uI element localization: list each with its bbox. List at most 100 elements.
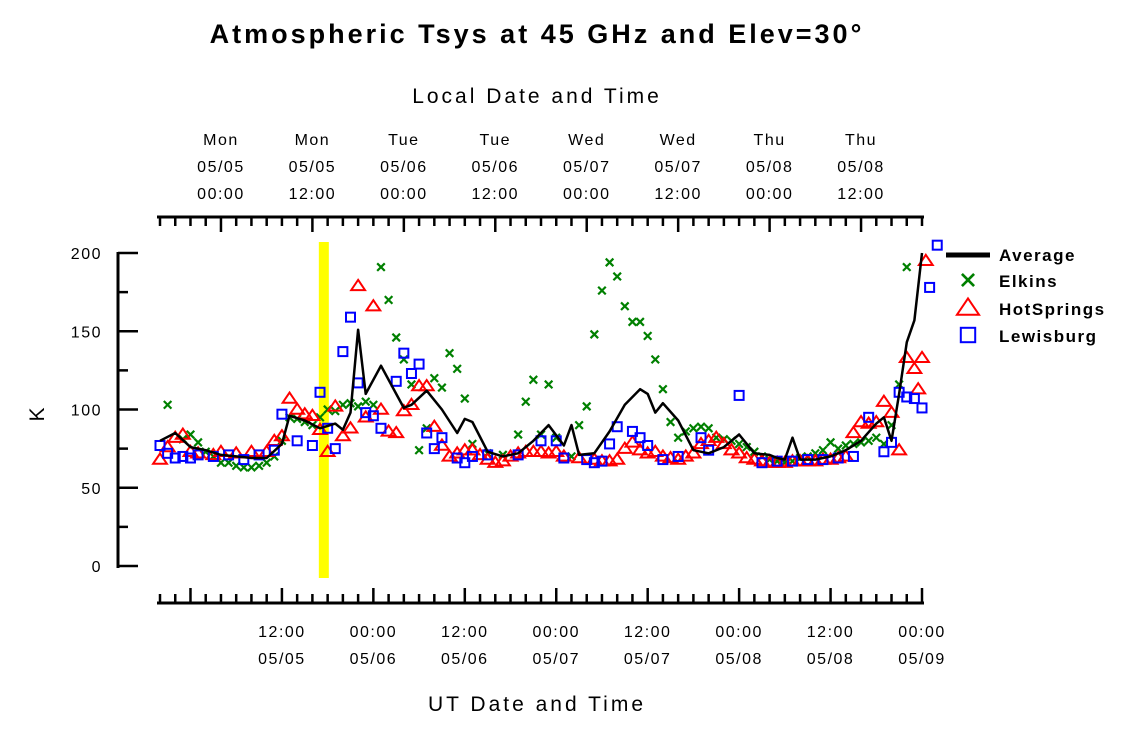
top-tick-label-day: Wed (568, 132, 605, 149)
bottom-tick-label-date: 05/07 (624, 651, 672, 668)
data-point-hotsprings (616, 440, 634, 454)
data-point-lewisburg (604, 438, 616, 450)
top-tick-label-time: 12:00 (837, 186, 885, 203)
data-point-elkins (528, 375, 538, 385)
data-point-elkins (620, 301, 630, 311)
data-point-hotsprings (326, 398, 345, 412)
data-point-elkins (384, 295, 394, 305)
data-point-lewisburg (268, 444, 280, 456)
series-line-average (159, 252, 924, 461)
data-point-elkins (688, 423, 698, 433)
data-point-lewisburg (634, 432, 646, 444)
data-point-lewisburg (672, 450, 684, 462)
data-point-hotsprings (730, 445, 748, 459)
data-point-elkins (582, 401, 592, 411)
data-point-elkins (254, 461, 264, 471)
data-point-elkins (376, 262, 386, 272)
data-point-elkins (864, 436, 874, 446)
data-point-elkins (429, 373, 439, 383)
bottom-tick-label-time: 00:00 (715, 624, 763, 641)
data-point-lewisburg (352, 377, 364, 389)
data-point-hotsprings (425, 418, 444, 432)
data-point-hotsprings (463, 442, 482, 456)
data-point-elkins (871, 433, 881, 443)
data-point-lewisburg (459, 457, 471, 469)
data-point-lewisburg (238, 454, 250, 466)
top-tick-label-day: Thu (754, 132, 786, 149)
data-point-lewisburg (695, 432, 707, 444)
top-tick-label-date: 05/08 (746, 159, 794, 176)
data-point-elkins (650, 354, 660, 364)
data-point-hotsprings (608, 451, 626, 465)
data-point-lewisburg (367, 410, 379, 422)
data-point-hotsprings (273, 428, 291, 442)
y-tick-label: 200 (71, 246, 102, 263)
data-point-lewisburg (771, 455, 783, 467)
data-point-hotsprings (402, 397, 421, 411)
data-point-lewisburg (192, 449, 204, 461)
data-point-elkins (452, 364, 462, 374)
top-tick-label-date: 05/07 (654, 159, 702, 176)
top-tick-label-time: 12:00 (654, 186, 702, 203)
data-point-elkins (597, 285, 607, 296)
data-point-lewisburg (375, 422, 387, 434)
data-point-lewisburg (901, 391, 913, 403)
axes-layer: Mon 05/05 00:00 Mon 05/05 12:00 Tue 05/06 00:00 T… (71, 132, 944, 668)
top-axis-title: Local Date and Time (412, 85, 662, 108)
data-point-lewisburg (398, 347, 410, 359)
top-tick-label-time: 00:00 (746, 186, 794, 203)
data-point-hotsprings (303, 407, 322, 421)
data-point-elkins (361, 397, 371, 407)
data-point-hotsprings (295, 406, 314, 420)
current-time-marker (318, 242, 329, 578)
data-point-elkins (856, 437, 866, 447)
legend-label-hotsprings: HotSprings (999, 300, 1106, 319)
data-point-lewisburg (847, 450, 859, 462)
data-point-elkins (696, 422, 706, 432)
data-point-lewisburg (291, 435, 303, 447)
data-point-hotsprings (844, 425, 863, 439)
data-point-lewisburg (169, 452, 181, 464)
top-tick-label-day: Wed (660, 132, 697, 149)
data-point-lewisburg (626, 425, 638, 437)
legend-swatch-hotsprings (955, 296, 981, 316)
data-point-hotsprings (555, 448, 573, 462)
data-point-lewisburg (642, 439, 654, 451)
top-tick-label-date: 05/05 (197, 159, 245, 176)
top-tick-label-time: 00:00 (197, 186, 245, 203)
data-point-elkins (742, 442, 752, 452)
bottom-tick-label-time: 00:00 (350, 624, 398, 641)
data-point-lewisburg (733, 389, 745, 401)
bottom-tick-label-time: 12:00 (807, 624, 855, 641)
data-point-elkins (544, 379, 554, 390)
data-point-elkins (818, 445, 828, 455)
data-point-lewisburg (908, 393, 920, 405)
legend-label-average: Average (999, 246, 1076, 265)
data-point-lewisburg (405, 368, 417, 380)
data-point-elkins (643, 331, 653, 341)
data-point-elkins (612, 271, 622, 282)
data-point-lewisburg (314, 386, 326, 398)
data-point-lewisburg (558, 452, 570, 464)
data-point-lewisburg (756, 457, 768, 469)
data-point-lewisburg (306, 439, 318, 451)
legend-label-elkins: Elkins (999, 272, 1058, 291)
y-tick-label: 0 (92, 559, 102, 576)
top-tick-label-time: 00:00 (563, 186, 611, 203)
x-axis-title: UT Date and Time (428, 693, 646, 716)
data-point-hotsprings (707, 429, 726, 443)
data-point-elkins (658, 384, 668, 394)
data-point-elkins (589, 329, 599, 339)
data-point-hotsprings (334, 428, 352, 442)
legend: Average Elkins HotSprings Lewisburg (946, 246, 1106, 346)
data-point-lewisburg (596, 455, 608, 467)
series-layer (151, 239, 943, 472)
data-point-hotsprings (532, 443, 550, 457)
data-point-hotsprings (547, 443, 566, 457)
top-tick-label-date: 05/05 (289, 159, 337, 176)
data-point-lewisburg (154, 439, 166, 451)
data-point-elkins (193, 437, 203, 447)
data-point-lewisburg (253, 449, 265, 461)
data-point-lewisburg (535, 435, 547, 447)
data-point-lewisburg (428, 443, 440, 455)
